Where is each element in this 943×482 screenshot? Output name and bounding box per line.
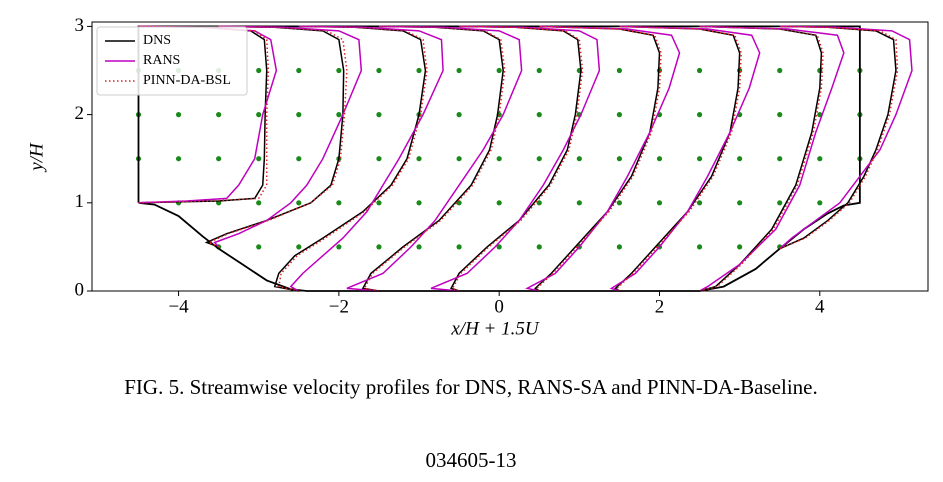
sample-point (656, 156, 663, 162)
sample-point (336, 244, 342, 250)
sample-point (416, 244, 422, 250)
sample-point (416, 67, 422, 74)
sample-point (576, 156, 582, 162)
sample-point (536, 67, 542, 74)
plot-frame (91, 21, 929, 292)
sample-point (416, 156, 422, 162)
sample-point (216, 156, 222, 162)
sample-point (777, 156, 783, 162)
legend-label: RANS (143, 53, 180, 68)
x-tick-label: 4 (815, 296, 825, 317)
sample-point (175, 156, 182, 162)
sample-point (296, 200, 302, 206)
sample-point (296, 112, 302, 118)
sample-point (696, 156, 703, 162)
sample-point (256, 244, 262, 250)
sample-point (296, 244, 302, 250)
sample-point (737, 200, 743, 206)
legend-label: PINN-DA-BSL (143, 73, 231, 88)
sample-point (376, 112, 382, 118)
y-tick-label: 3 (75, 15, 85, 36)
sample-point (256, 67, 262, 74)
sample-point (296, 156, 302, 162)
sample-point (777, 67, 783, 74)
sample-point (696, 244, 703, 250)
sample-point (536, 112, 542, 118)
x-axis-label: x/H + 1.5U (450, 318, 540, 339)
sample-point (536, 244, 542, 250)
sample-point (496, 244, 502, 250)
caption: FIG. 5. Streamwise velocity profiles for… (124, 375, 818, 399)
sample-point (496, 67, 502, 74)
y-tick-label: 2 (75, 103, 85, 124)
sample-point (536, 200, 542, 206)
sample-point (175, 112, 182, 118)
sample-point (696, 67, 703, 74)
wall-boundary (137, 25, 861, 292)
y-tick-label: 0 (75, 279, 85, 300)
sample-point (616, 156, 623, 162)
sample-point (456, 244, 462, 250)
profile-line (138, 25, 897, 292)
legend: DNS RANS PINN-DA-BSL (96, 26, 248, 96)
sample-point (376, 156, 382, 162)
sample-point (296, 67, 302, 74)
profile-line (138, 25, 913, 292)
x-tick-label: −2 (329, 296, 349, 317)
sample-point (536, 156, 542, 162)
sample-point (456, 200, 462, 206)
sample-point (496, 156, 502, 162)
profile-line (138, 25, 899, 292)
sample-point (456, 112, 462, 118)
sample-point (817, 156, 823, 162)
sample-point (336, 112, 342, 118)
sample-point (456, 67, 462, 74)
sample-point (696, 112, 703, 118)
x-tick-label: 2 (655, 296, 665, 317)
sample-point (256, 156, 262, 162)
sample-point (696, 200, 703, 206)
x-tick-label: −4 (168, 296, 189, 317)
sample-point (616, 244, 623, 250)
page-number: 034605-13 (426, 448, 517, 472)
sample-point (416, 200, 422, 206)
sample-point (777, 200, 783, 206)
sample-point (656, 200, 663, 206)
sample-point (817, 200, 823, 206)
sample-point (616, 200, 623, 206)
sample-point (737, 244, 743, 250)
sample-point (777, 112, 783, 118)
sample-point (496, 200, 502, 206)
y-axis-label: y/H (26, 142, 47, 173)
sample-point (336, 67, 342, 74)
sample-point (256, 200, 262, 206)
legend-label: DNS (143, 33, 171, 48)
sample-point (616, 67, 623, 74)
sample-point (216, 112, 222, 118)
sample-point (576, 200, 582, 206)
x-tick-label: 0 (494, 296, 504, 317)
sample-point (256, 112, 262, 118)
sample-point (737, 156, 743, 162)
sample-point (376, 244, 382, 250)
legend-box (96, 26, 248, 96)
sample-point (456, 156, 462, 162)
sample-point (336, 200, 342, 206)
sample-point (616, 112, 623, 118)
sample-point (376, 200, 382, 206)
sample-point (376, 67, 382, 74)
y-tick-label: 1 (75, 191, 85, 212)
